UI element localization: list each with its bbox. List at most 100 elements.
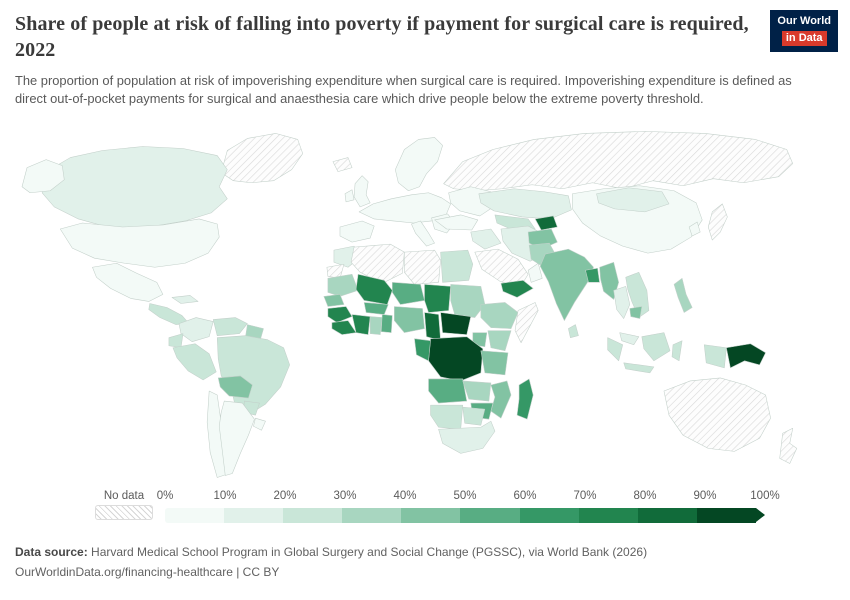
country-bangladesh[interactable] bbox=[585, 267, 600, 283]
legend-segment[interactable] bbox=[342, 508, 402, 523]
country-nigeria[interactable] bbox=[394, 306, 425, 333]
legend-tick-label: 50% bbox=[453, 490, 477, 502]
country-tajikistan[interactable] bbox=[534, 215, 558, 231]
country-zambia[interactable] bbox=[462, 380, 492, 402]
legend-color-bar[interactable] bbox=[165, 508, 765, 523]
country-yemen[interactable] bbox=[500, 280, 534, 298]
footer-link[interactable]: OurWorldinData.org/financing-healthcare … bbox=[15, 564, 280, 579]
country-bolivia[interactable] bbox=[217, 375, 253, 399]
legend-segment[interactable] bbox=[696, 508, 756, 523]
source-label: Data source: bbox=[15, 545, 88, 559]
country-namibia[interactable] bbox=[430, 404, 464, 430]
country-spain[interactable] bbox=[339, 220, 375, 243]
country-somalia[interactable] bbox=[514, 302, 539, 343]
country-libya[interactable] bbox=[404, 249, 441, 285]
country-papua-new-guinea[interactable] bbox=[726, 343, 766, 369]
country-south-africa[interactable] bbox=[438, 420, 496, 454]
legend-segment[interactable] bbox=[224, 508, 284, 523]
country-mozambique[interactable] bbox=[490, 380, 512, 419]
country-indonesia-borneo[interactable] bbox=[641, 332, 671, 362]
country-chad[interactable] bbox=[424, 284, 451, 313]
legend-segment[interactable] bbox=[460, 508, 520, 523]
country-sierra-leone[interactable] bbox=[331, 320, 357, 335]
country-russia[interactable] bbox=[443, 131, 794, 192]
country-uganda[interactable] bbox=[472, 332, 488, 348]
country-madagascar[interactable] bbox=[516, 378, 534, 420]
country-italy[interactable] bbox=[411, 220, 435, 247]
country-cote-divoire[interactable] bbox=[351, 314, 371, 335]
country-greenland[interactable] bbox=[220, 133, 304, 183]
country-central-african-republic[interactable] bbox=[440, 312, 472, 335]
country-kazakhstan[interactable] bbox=[478, 188, 572, 220]
country-central-america[interactable] bbox=[148, 303, 190, 325]
legend-tick-label: 60% bbox=[513, 490, 537, 502]
legend-segment[interactable] bbox=[401, 508, 461, 523]
country-scandinavia[interactable] bbox=[395, 137, 443, 192]
country-peru[interactable] bbox=[172, 343, 217, 381]
country-cameroon[interactable] bbox=[424, 312, 441, 341]
no-data-swatch[interactable] bbox=[95, 505, 153, 520]
country-india[interactable] bbox=[539, 248, 594, 321]
country-malaysia[interactable] bbox=[619, 332, 640, 345]
country-kenya[interactable] bbox=[487, 330, 512, 352]
country-ethiopia[interactable] bbox=[480, 302, 519, 329]
country-botswana[interactable] bbox=[462, 406, 486, 426]
country-niger[interactable] bbox=[392, 282, 425, 305]
country-ecuador[interactable] bbox=[168, 333, 184, 349]
country-ireland[interactable] bbox=[344, 189, 355, 203]
world-map-svg bbox=[21, 131, 798, 478]
country-mongolia[interactable] bbox=[596, 187, 670, 213]
country-indonesia-sulawesi[interactable] bbox=[671, 340, 683, 362]
owid-logo[interactable]: Our World in Data bbox=[770, 10, 838, 53]
country-angola[interactable] bbox=[428, 378, 468, 404]
country-senegal[interactable] bbox=[323, 294, 345, 307]
link-line: OurWorldinData.org/financing-healthcare … bbox=[15, 563, 647, 583]
country-guinea[interactable] bbox=[327, 306, 353, 323]
legend-segment[interactable] bbox=[519, 508, 579, 523]
country-south-korea[interactable] bbox=[688, 221, 701, 237]
country-philippines[interactable] bbox=[673, 278, 693, 313]
country-turkey[interactable] bbox=[434, 214, 479, 231]
country-canada[interactable] bbox=[41, 146, 228, 230]
country-algeria[interactable] bbox=[350, 243, 405, 284]
country-sudan[interactable] bbox=[450, 284, 486, 318]
country-benin[interactable] bbox=[380, 314, 393, 333]
country-central-europe[interactable] bbox=[358, 192, 451, 224]
country-sri-lanka[interactable] bbox=[568, 324, 579, 338]
country-venezuela[interactable] bbox=[212, 317, 248, 336]
legend-segment[interactable] bbox=[283, 508, 343, 523]
country-indonesia-java[interactable] bbox=[623, 362, 655, 374]
country-new-zealand[interactable] bbox=[779, 427, 798, 464]
legend-segment[interactable] bbox=[578, 508, 638, 523]
country-burkina-faso[interactable] bbox=[363, 302, 389, 315]
legend-segment[interactable] bbox=[637, 508, 697, 523]
country-thailand[interactable] bbox=[613, 286, 631, 319]
country-oman[interactable] bbox=[527, 262, 543, 283]
country-egypt[interactable] bbox=[440, 249, 474, 283]
country-uruguay[interactable] bbox=[253, 417, 266, 431]
country-congo[interactable] bbox=[414, 338, 431, 362]
country-cuba[interactable] bbox=[171, 295, 199, 304]
country-indonesia-sumatra[interactable] bbox=[607, 337, 623, 362]
country-cambodia[interactable] bbox=[629, 306, 643, 319]
country-tanzania[interactable] bbox=[480, 350, 509, 376]
country-vietnam[interactable] bbox=[625, 271, 650, 318]
country-ghana[interactable] bbox=[369, 316, 383, 335]
country-dr-congo[interactable] bbox=[428, 336, 484, 382]
country-united-kingdom[interactable] bbox=[353, 175, 371, 208]
country-indonesia-papua[interactable] bbox=[703, 344, 727, 369]
legend-segment[interactable] bbox=[165, 508, 225, 523]
country-mexico[interactable] bbox=[92, 262, 164, 302]
legend-arrow bbox=[755, 508, 765, 522]
country-argentina[interactable] bbox=[218, 400, 255, 476]
legend-tick-labels: 0% 10% 20% 30% 40% 50% 60% 70% 80% 90% 100% bbox=[157, 490, 780, 505]
legend-tick-label: 20% bbox=[273, 490, 297, 502]
country-japan[interactable] bbox=[707, 203, 728, 241]
country-colombia[interactable] bbox=[178, 317, 214, 342]
country-mauritania[interactable] bbox=[327, 274, 359, 297]
country-united-states-alaska[interactable] bbox=[21, 159, 65, 194]
country-iraq[interactable] bbox=[470, 228, 502, 250]
country-iceland[interactable] bbox=[332, 157, 353, 172]
country-united-states[interactable] bbox=[59, 218, 220, 268]
country-australia[interactable] bbox=[663, 377, 771, 452]
